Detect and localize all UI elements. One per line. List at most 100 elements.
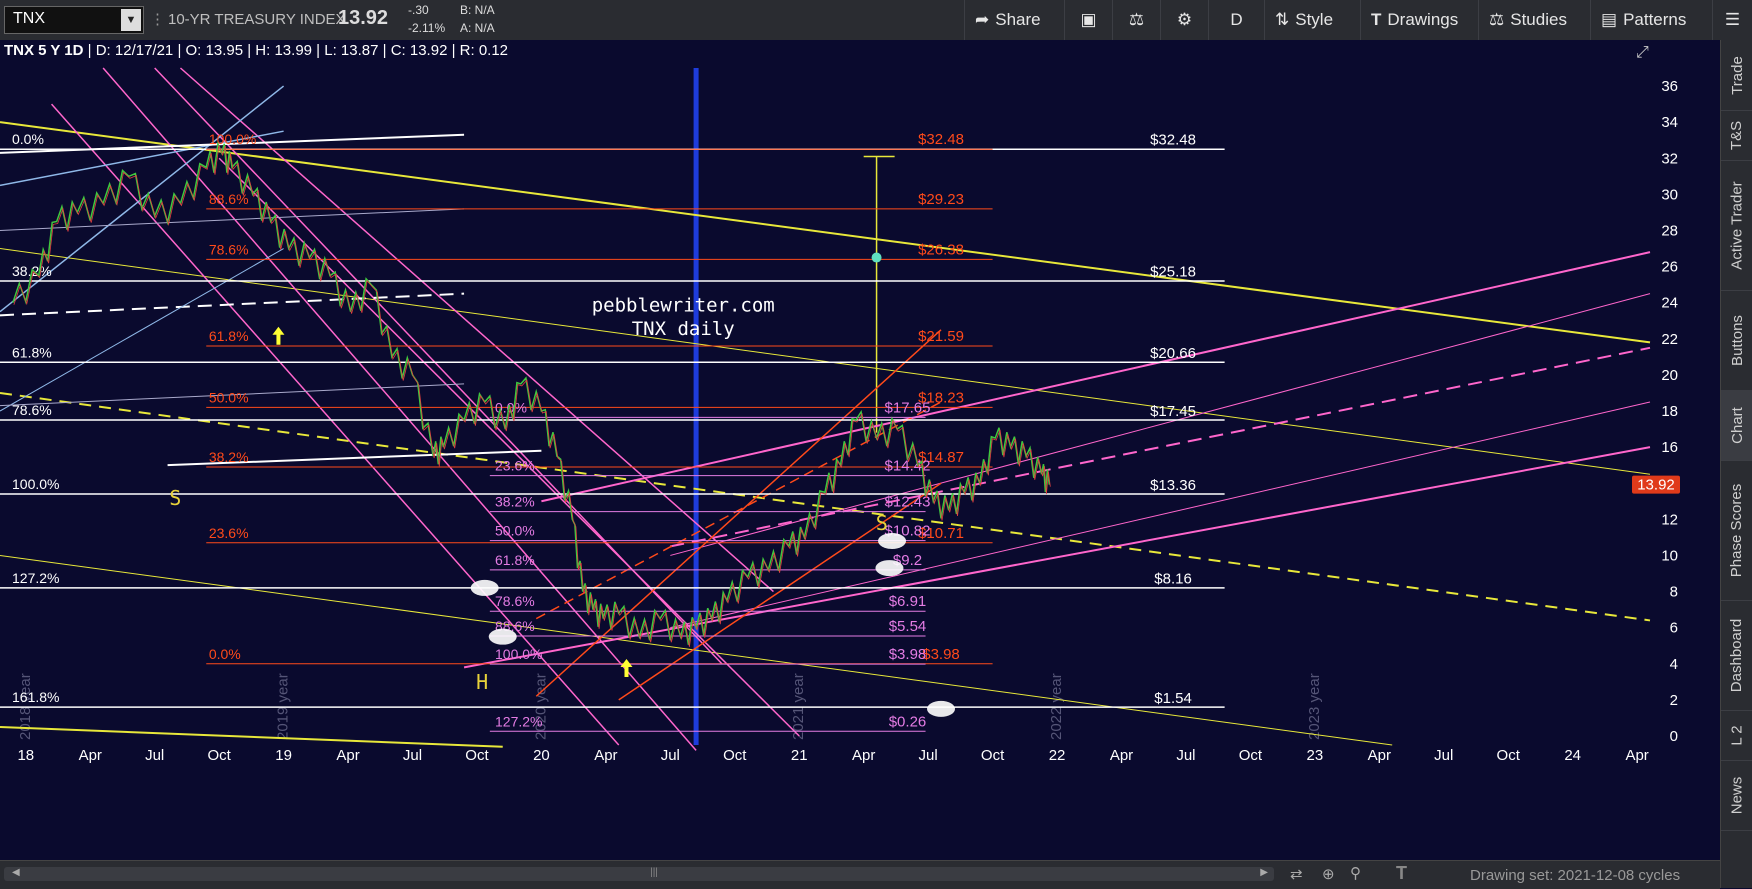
marker-oval xyxy=(488,628,517,645)
drawing-set-label[interactable]: Drawing set: 2021-12-08 cycles xyxy=(1470,867,1681,884)
price-chart[interactable]: 2018 year 2019 year 2020 year 2021 year 2022… xyxy=(0,40,1720,860)
gray-trend-line xyxy=(0,383,465,407)
info-close: C: 13.92 xyxy=(390,42,448,59)
scroll-left-icon[interactable]: ◀ xyxy=(12,867,20,878)
flask-button[interactable]: ⚖ xyxy=(1112,0,1160,40)
fib-white-price: $32.48 xyxy=(1150,132,1196,149)
marker-oval xyxy=(875,560,904,577)
fib-magenta-label: 78.6% xyxy=(495,593,535,609)
tab-active-trader[interactable]: Active Trader xyxy=(1721,160,1752,291)
fib-white-label: 78.6% xyxy=(12,402,52,418)
fib-white-label: 100.0% xyxy=(12,476,59,492)
fib-red-label: 61.8% xyxy=(209,328,249,344)
fib-red-price: $3.98 xyxy=(922,646,960,663)
fib-magenta-label: 61.8% xyxy=(495,552,535,568)
ask-value: A: N/A xyxy=(460,21,495,35)
net-change: -.30 xyxy=(408,3,429,17)
blue-trend-line xyxy=(0,248,284,412)
pan-icon[interactable]: ⇄ xyxy=(1290,866,1303,883)
studies-icon: ⚖ xyxy=(1489,10,1505,29)
fib-red-label: 78.6% xyxy=(209,241,249,257)
scroll-thumb[interactable]: ||| xyxy=(650,867,658,878)
bid-value: B: N/A xyxy=(460,3,495,17)
y-tick-label: 0 xyxy=(1670,728,1678,745)
tab-level2[interactable]: L 2 xyxy=(1721,710,1752,761)
fib-white-price: $17.45 xyxy=(1150,403,1196,420)
info-low: L: 13.87 xyxy=(324,42,379,59)
price-line-shadow xyxy=(13,144,1051,647)
up-arrow-icon xyxy=(620,658,633,677)
last-price: 13.92 xyxy=(338,7,389,29)
price-series xyxy=(12,140,1051,647)
scroll-right-icon[interactable]: ▶ xyxy=(1260,867,1268,878)
yellow-trend-line xyxy=(0,121,1651,344)
x-tick-label: Oct xyxy=(207,747,231,764)
tab-chart[interactable]: Chart xyxy=(1721,390,1752,461)
settings-button[interactable]: ⚙ xyxy=(1160,0,1208,40)
fib-white-price: $25.18 xyxy=(1150,263,1196,280)
y-tick-label: 6 xyxy=(1670,620,1678,637)
chart-title: TNX 5 Y 1D xyxy=(4,42,84,59)
style-button[interactable]: ⇅ Style xyxy=(1264,0,1360,40)
x-tick-label: Apr xyxy=(1368,747,1391,764)
y-tick-label: 30 xyxy=(1661,186,1678,203)
blue-trend-line xyxy=(0,85,285,313)
fib-magenta-price: $17.65 xyxy=(885,399,931,416)
studies-button[interactable]: ⚖ Studies xyxy=(1478,0,1590,40)
year-label: 2023 year xyxy=(1306,673,1323,740)
tab-phase-scores[interactable]: Phase Scores xyxy=(1721,460,1752,601)
current-price-label: 13.92 xyxy=(1637,477,1675,494)
drawing-tool-icon[interactable]: T xyxy=(1396,863,1407,883)
symbol-input[interactable]: TNX ▼ xyxy=(4,6,144,34)
period-button[interactable]: D xyxy=(1208,0,1264,40)
tab-buttons[interactable]: Buttons xyxy=(1721,290,1752,391)
y-tick-label: 32 xyxy=(1661,150,1678,167)
collapse-icon[interactable]: ⤢ xyxy=(1636,44,1649,61)
flask-icon: ⚖ xyxy=(1128,10,1145,29)
snapshot-button[interactable]: ▣ xyxy=(1064,0,1112,40)
style-icon: ⇅ xyxy=(1275,10,1290,29)
x-tick-label: Apr xyxy=(594,747,617,764)
x-tick-label: Jul xyxy=(403,747,422,764)
y-tick-label: 16 xyxy=(1661,439,1678,456)
fib-red-price: $14.87 xyxy=(918,449,964,466)
fib-red-label: 88.6% xyxy=(209,191,249,207)
yellow-trend-line xyxy=(0,554,1393,746)
x-tick-label: 23 xyxy=(1307,747,1324,764)
horizontal-scrollbar[interactable]: ◀ ||| ▶ xyxy=(4,867,1274,881)
symbol-dropdown-icon[interactable]: ▼ xyxy=(121,9,141,31)
x-tick-label: Oct xyxy=(1239,747,1263,764)
fib-white-label: 127.2% xyxy=(12,570,59,586)
drawings-button[interactable]: T Drawings xyxy=(1360,0,1478,40)
fib-red-price: $29.23 xyxy=(918,191,964,208)
x-tick-label: Oct xyxy=(1497,747,1521,764)
tab-dashboard[interactable]: Dashboard xyxy=(1721,600,1752,711)
zoom-icon[interactable]: ⚲ xyxy=(1350,865,1361,882)
patterns-button[interactable]: ▤ Patterns xyxy=(1590,0,1712,40)
menu-button[interactable]: ☰ xyxy=(1712,0,1752,40)
chart-infobar: TNX 5 Y 1D | D: 12/17/21 | O: 13.95 | H:… xyxy=(4,42,509,59)
link-icon[interactable]: ⋮ xyxy=(150,11,165,28)
fib-magenta-price: $5.54 xyxy=(889,618,927,635)
tab-trade[interactable]: Trade xyxy=(1721,40,1752,111)
fib-white-price: $13.36 xyxy=(1150,477,1196,494)
x-tick-label: 18 xyxy=(17,747,34,764)
x-tick-label: 22 xyxy=(1049,747,1066,764)
y-tick-label: 22 xyxy=(1661,331,1678,348)
x-tick-label: Oct xyxy=(981,747,1005,764)
gear-icon: ⚙ xyxy=(1176,10,1193,29)
white-trend-line xyxy=(167,449,542,467)
fib-magenta-price: $0.26 xyxy=(889,713,927,730)
fib-magenta-label: 23.6% xyxy=(495,458,535,474)
marker-oval xyxy=(927,700,956,717)
share-button[interactable]: ➦ Share xyxy=(964,0,1064,40)
menu-icon: ☰ xyxy=(1724,10,1741,29)
crosshair-icon[interactable]: ⊕ xyxy=(1322,866,1335,883)
y-tick-label: 36 xyxy=(1661,78,1678,95)
info-high: H: 13.99 xyxy=(255,42,313,59)
bottom-toolbar: ◀ ||| ▶ ⇄ ⊕ ⚲ T Drawing set: 2021-12-08 … xyxy=(0,860,1720,889)
tab-news[interactable]: News xyxy=(1721,760,1752,831)
magenta-channel-line xyxy=(541,251,1651,503)
tab-time-sales[interactable]: T&S xyxy=(1721,110,1752,161)
